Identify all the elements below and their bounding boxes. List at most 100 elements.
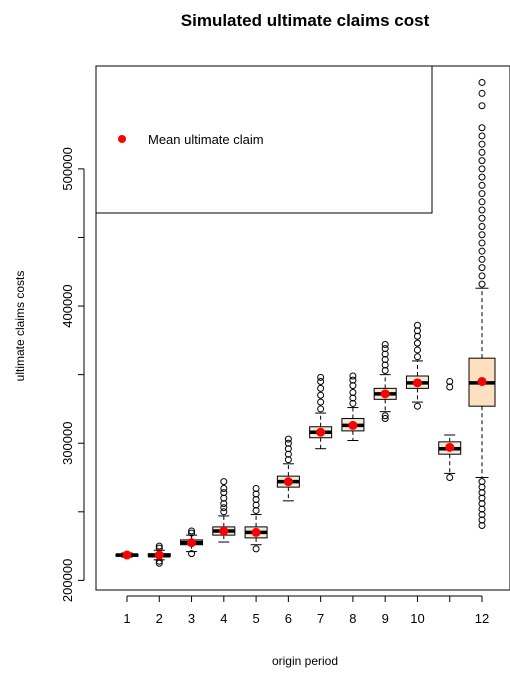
outlier-point <box>220 478 228 486</box>
outlier-point <box>413 332 421 340</box>
outlier-point <box>478 190 486 198</box>
outlier-point <box>317 391 325 399</box>
outlier-point <box>220 504 228 512</box>
outlier-point <box>220 500 228 508</box>
outlier-point <box>478 214 486 222</box>
outlier-point <box>349 399 357 407</box>
box-12 <box>468 78 496 530</box>
outlier-point <box>413 402 421 410</box>
x-tick-label: 6 <box>285 611 292 626</box>
outlier-point <box>478 280 486 288</box>
outlier-point <box>478 272 486 280</box>
outlier-point <box>284 445 292 453</box>
outlier-point <box>252 495 260 503</box>
outlier-point <box>381 350 389 358</box>
outlier-point <box>478 500 486 508</box>
outlier-point <box>478 157 486 165</box>
y-axis-label: ultimate claims costs <box>13 271 27 382</box>
outlier-point <box>413 346 421 354</box>
y-tick-label: 300000 <box>60 422 75 465</box>
mean-point <box>187 538 197 548</box>
outlier-point <box>220 484 228 492</box>
outlier-point <box>478 489 486 497</box>
outlier-point <box>188 529 196 537</box>
outlier-point <box>413 327 421 335</box>
outlier-point <box>478 247 486 255</box>
x-tick-label: 2 <box>156 611 163 626</box>
box-6 <box>276 435 300 502</box>
outlier-point <box>478 264 486 272</box>
outlier-point <box>381 345 389 353</box>
box-unlabeled <box>438 377 462 482</box>
outlier-point <box>317 405 325 413</box>
outlier-point <box>220 494 228 502</box>
outlier-point <box>446 474 454 482</box>
outlier-point <box>478 494 486 502</box>
outlier-point <box>478 89 486 97</box>
box-1 <box>115 550 139 560</box>
mean-point <box>412 378 422 388</box>
outlier-point <box>252 545 260 553</box>
outlier-point <box>478 198 486 206</box>
x-tick-label: 10 <box>410 611 424 626</box>
x-tick-label: 5 <box>252 611 259 626</box>
outlier-point <box>478 505 486 513</box>
x-tick-label: 8 <box>349 611 356 626</box>
outlier-point <box>381 367 389 375</box>
chart-title: Simulated ultimate claims cost <box>181 11 430 30</box>
box-9 <box>373 340 397 423</box>
mean-point <box>154 550 164 560</box>
outlier-point <box>478 165 486 173</box>
outlier-point <box>478 124 486 132</box>
mean-point <box>445 442 455 452</box>
outlier-point <box>317 373 325 381</box>
outlier-point <box>478 255 486 263</box>
outlier-point <box>478 173 486 181</box>
x-tick-label: 4 <box>220 611 227 626</box>
mean-point <box>283 477 293 487</box>
outlier-point <box>413 321 421 329</box>
outlier-point <box>349 388 357 396</box>
legend-box <box>95 65 433 214</box>
outlier-point <box>284 456 292 464</box>
outlier-point <box>478 478 486 486</box>
box-4 <box>212 478 236 543</box>
outlier-point <box>478 181 486 189</box>
outlier-point <box>220 489 228 497</box>
outlier-point <box>413 339 421 347</box>
x-axis: 1 2 3 4 5 6 7 8 9 10 12 <box>123 595 489 626</box>
outlier-point <box>188 527 196 535</box>
outlier-point <box>349 394 357 402</box>
outlier-point <box>478 78 486 86</box>
outlier-point <box>478 222 486 230</box>
outlier-point <box>188 550 196 558</box>
outlier-point <box>252 484 260 492</box>
y-tick-label: 200000 <box>60 559 75 602</box>
outlier-point <box>446 377 454 385</box>
outlier-point <box>478 239 486 247</box>
outlier-point <box>478 483 486 491</box>
mean-point <box>219 526 229 536</box>
outlier-point <box>478 516 486 524</box>
outlier-point <box>284 450 292 458</box>
outlier-point <box>252 506 260 514</box>
x-tick-label: 1 <box>123 611 130 626</box>
outlier-point <box>478 231 486 239</box>
box-10 <box>405 321 429 410</box>
legend-mean-marker <box>118 135 126 143</box>
outlier-point <box>478 102 486 110</box>
boxes <box>115 78 496 567</box>
y-tick-label: 400000 <box>60 284 75 327</box>
legend: Mean ultimate claim <box>95 65 433 214</box>
outlier-point <box>252 490 260 498</box>
box-8 <box>341 372 365 441</box>
outlier-point <box>413 353 421 361</box>
outlier-point <box>478 132 486 140</box>
mean-point <box>122 550 132 560</box>
outlier-point <box>381 412 389 420</box>
x-tick-label: 12 <box>475 611 489 626</box>
outlier-point <box>349 376 357 384</box>
x-axis-label: origin period <box>272 654 338 668</box>
outlier-point <box>478 140 486 148</box>
